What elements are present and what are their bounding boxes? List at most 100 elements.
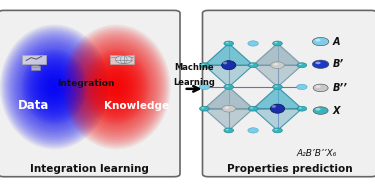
Circle shape bbox=[248, 128, 258, 133]
Ellipse shape bbox=[97, 64, 136, 109]
Ellipse shape bbox=[75, 40, 157, 134]
Ellipse shape bbox=[88, 54, 144, 119]
Ellipse shape bbox=[103, 72, 129, 102]
Ellipse shape bbox=[114, 84, 118, 89]
Circle shape bbox=[312, 37, 329, 46]
Ellipse shape bbox=[35, 64, 74, 109]
Ellipse shape bbox=[62, 25, 171, 149]
Text: Data: Data bbox=[18, 99, 50, 112]
Ellipse shape bbox=[74, 39, 158, 135]
Circle shape bbox=[224, 41, 234, 46]
Ellipse shape bbox=[44, 74, 65, 99]
Ellipse shape bbox=[92, 60, 140, 114]
Text: Integration: Integration bbox=[57, 79, 114, 88]
Ellipse shape bbox=[13, 40, 95, 134]
FancyBboxPatch shape bbox=[22, 55, 46, 64]
Ellipse shape bbox=[37, 67, 72, 107]
Ellipse shape bbox=[33, 62, 76, 112]
Circle shape bbox=[201, 107, 204, 109]
Ellipse shape bbox=[12, 39, 96, 135]
Ellipse shape bbox=[73, 37, 160, 137]
Ellipse shape bbox=[272, 105, 276, 108]
Circle shape bbox=[299, 64, 302, 65]
Circle shape bbox=[248, 106, 258, 111]
Circle shape bbox=[274, 85, 278, 87]
Ellipse shape bbox=[3, 28, 106, 146]
Ellipse shape bbox=[112, 82, 121, 92]
Ellipse shape bbox=[86, 52, 147, 122]
Ellipse shape bbox=[101, 70, 132, 104]
Circle shape bbox=[200, 106, 209, 111]
Text: B’: B’ bbox=[333, 59, 344, 69]
Ellipse shape bbox=[30, 60, 78, 114]
Ellipse shape bbox=[52, 84, 57, 89]
Ellipse shape bbox=[223, 62, 227, 64]
Circle shape bbox=[222, 105, 236, 112]
Ellipse shape bbox=[63, 26, 169, 148]
Circle shape bbox=[116, 55, 132, 64]
Circle shape bbox=[297, 63, 307, 68]
Ellipse shape bbox=[41, 72, 68, 102]
Circle shape bbox=[224, 128, 234, 133]
Ellipse shape bbox=[31, 66, 40, 67]
Polygon shape bbox=[253, 109, 302, 130]
Ellipse shape bbox=[94, 62, 138, 112]
Ellipse shape bbox=[108, 77, 125, 97]
Ellipse shape bbox=[84, 50, 149, 124]
Text: A₂B’B’’X₆: A₂B’B’’X₆ bbox=[297, 149, 337, 158]
Polygon shape bbox=[204, 109, 253, 130]
Ellipse shape bbox=[24, 52, 85, 122]
Polygon shape bbox=[204, 87, 253, 109]
Circle shape bbox=[297, 106, 307, 111]
Circle shape bbox=[226, 129, 229, 130]
Circle shape bbox=[315, 108, 321, 111]
Ellipse shape bbox=[68, 31, 165, 143]
Text: X: X bbox=[333, 106, 340, 115]
Ellipse shape bbox=[22, 50, 87, 124]
Ellipse shape bbox=[222, 61, 236, 70]
Polygon shape bbox=[204, 43, 253, 65]
Ellipse shape bbox=[11, 37, 98, 137]
Circle shape bbox=[273, 63, 278, 65]
Polygon shape bbox=[204, 65, 253, 87]
Ellipse shape bbox=[28, 57, 81, 117]
Ellipse shape bbox=[8, 34, 101, 140]
Ellipse shape bbox=[4, 29, 105, 145]
Polygon shape bbox=[253, 87, 302, 109]
Ellipse shape bbox=[110, 79, 123, 94]
FancyBboxPatch shape bbox=[31, 66, 40, 70]
Ellipse shape bbox=[270, 104, 285, 113]
Text: Knowledge: Knowledge bbox=[104, 101, 170, 111]
Ellipse shape bbox=[105, 74, 127, 99]
Ellipse shape bbox=[2, 26, 107, 148]
Circle shape bbox=[299, 107, 302, 109]
Circle shape bbox=[226, 85, 229, 87]
Circle shape bbox=[199, 84, 210, 90]
FancyBboxPatch shape bbox=[0, 10, 180, 177]
Ellipse shape bbox=[70, 34, 162, 140]
Circle shape bbox=[273, 84, 282, 89]
Ellipse shape bbox=[9, 36, 99, 138]
Text: A: A bbox=[333, 37, 340, 46]
Circle shape bbox=[313, 107, 328, 114]
Ellipse shape bbox=[66, 29, 166, 145]
Circle shape bbox=[201, 64, 204, 65]
Ellipse shape bbox=[26, 54, 82, 119]
Circle shape bbox=[274, 129, 278, 130]
Circle shape bbox=[312, 60, 329, 68]
Ellipse shape bbox=[0, 25, 109, 149]
Circle shape bbox=[248, 63, 258, 68]
FancyBboxPatch shape bbox=[202, 10, 375, 177]
Ellipse shape bbox=[50, 82, 59, 92]
Circle shape bbox=[297, 84, 307, 90]
Ellipse shape bbox=[69, 32, 164, 142]
Ellipse shape bbox=[39, 70, 70, 104]
Circle shape bbox=[200, 63, 209, 68]
FancyBboxPatch shape bbox=[110, 55, 134, 64]
Text: Properties prediction: Properties prediction bbox=[227, 164, 352, 174]
Text: B’’: B’’ bbox=[333, 83, 348, 93]
Circle shape bbox=[225, 107, 229, 109]
Ellipse shape bbox=[48, 79, 61, 94]
Ellipse shape bbox=[90, 57, 142, 117]
Text: Machine: Machine bbox=[174, 63, 214, 72]
